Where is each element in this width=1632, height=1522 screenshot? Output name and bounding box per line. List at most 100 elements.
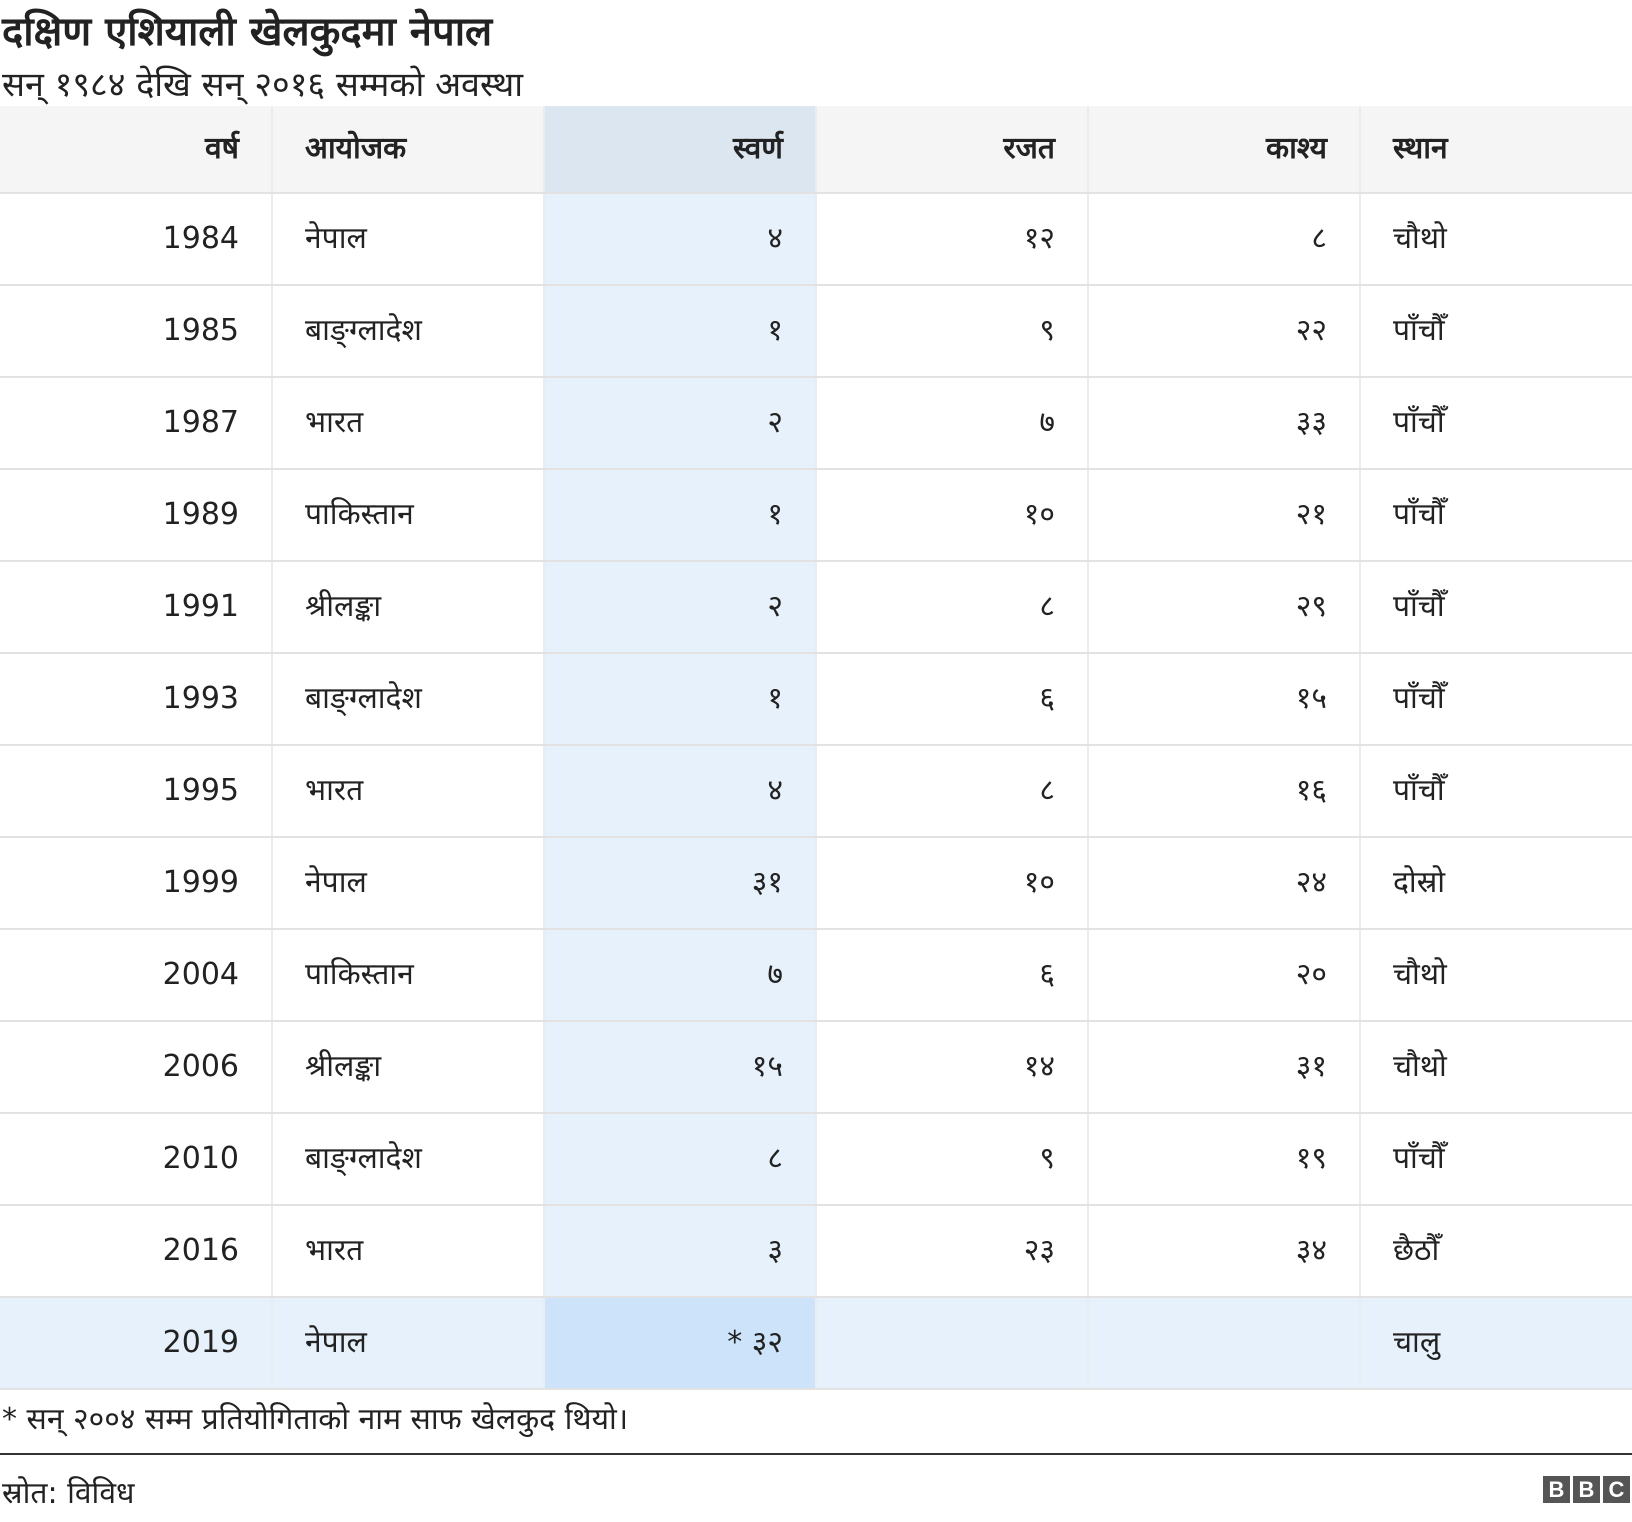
cell-bronze: २० <box>1088 929 1361 1022</box>
cell-gold: ८ <box>544 1113 817 1206</box>
footnote: * सन् २००४ सम्म प्रतियोगिताको नाम साफ खे… <box>2 1402 629 1437</box>
cell-silver: २३ <box>816 1205 1089 1298</box>
cell-silver: १४ <box>816 1021 1089 1114</box>
cell-year: 2019 <box>0 1297 273 1390</box>
cell-gold: १ <box>544 285 817 378</box>
cell-host: श्रीलङ्का <box>272 1021 545 1114</box>
table-row: 1987 भारत २ ७ ३३ पाँचौँ <box>0 377 1632 470</box>
cell-silver: ८ <box>816 561 1089 654</box>
cell-position: पाँचौँ <box>1360 745 1632 838</box>
table-row: 1991 श्रीलङ्का २ ८ २९ पाँचौँ <box>0 561 1632 654</box>
cell-host: नेपाल <box>272 193 545 286</box>
cell-bronze: १९ <box>1088 1113 1361 1206</box>
column-header-silver: रजत <box>816 106 1089 194</box>
cell-host: नेपाल <box>272 837 545 930</box>
column-header-bronze: काश्य <box>1088 106 1361 194</box>
cell-silver: १२ <box>816 193 1089 286</box>
table-row: 2004 पाकिस्तान ७ ६ २० चौथो <box>0 929 1632 1022</box>
cell-silver: ७ <box>816 377 1089 470</box>
cell-position: छैठौँ <box>1360 1205 1632 1298</box>
bbc-logo-letter: B <box>1543 1476 1570 1503</box>
column-header-position: स्थान <box>1360 106 1632 194</box>
cell-host: बाङ्ग्लादेश <box>272 1113 545 1206</box>
cell-bronze: ३४ <box>1088 1205 1361 1298</box>
table-body: 1984 नेपाल ४ १२ ८ चौथो 1985 बाङ्ग्लादेश १ ९ २२ पाँच… <box>0 193 1632 1390</box>
table-row: 1989 पाकिस्तान १ १० २१ पाँचौँ <box>0 469 1632 562</box>
cell-position: पाँचौँ <box>1360 561 1632 654</box>
cell-position: चौथो <box>1360 1021 1632 1114</box>
table-header: वर्ष आयोजक स्वर्ण रजत काश्य स्थान <box>0 106 1632 194</box>
cell-position: पाँचौँ <box>1360 1113 1632 1206</box>
table-row: 1995 भारत ४ ८ १६ पाँचौँ <box>0 745 1632 838</box>
column-header-gold: स्वर्ण <box>544 106 817 194</box>
cell-year: 1985 <box>0 285 273 378</box>
cell-year: 1987 <box>0 377 273 470</box>
table-row: 1985 बाङ्ग्लादेश १ ९ २२ पाँचौँ <box>0 285 1632 378</box>
cell-host: बाङ्ग्लादेश <box>272 285 545 378</box>
cell-gold: २ <box>544 561 817 654</box>
cell-host: बाङ्ग्लादेश <box>272 653 545 746</box>
cell-gold: ४ <box>544 745 817 838</box>
bbc-logo: B B C <box>1543 1476 1630 1503</box>
cell-position: चौथो <box>1360 929 1632 1022</box>
cell-gold: ७ <box>544 929 817 1022</box>
cell-silver: १० <box>816 837 1089 930</box>
cell-bronze <box>1088 1297 1361 1390</box>
cell-silver: ९ <box>816 1113 1089 1206</box>
table-row: 2016 भारत ३ २३ ३४ छैठौँ <box>0 1205 1632 1298</box>
cell-gold: १ <box>544 653 817 746</box>
cell-gold: १५ <box>544 1021 817 1114</box>
cell-host: भारत <box>272 377 545 470</box>
column-header-year: वर्ष <box>0 106 273 194</box>
table-row: 1993 बाङ्ग्लादेश १ ६ १५ पाँचौँ <box>0 653 1632 746</box>
cell-year: 1984 <box>0 193 273 286</box>
cell-position: पाँचौँ <box>1360 469 1632 562</box>
cell-gold: २ <box>544 377 817 470</box>
cell-gold: * ३२ <box>544 1297 817 1390</box>
cell-silver: १० <box>816 469 1089 562</box>
cell-silver: ९ <box>816 285 1089 378</box>
cell-bronze: २२ <box>1088 285 1361 378</box>
cell-year: 1989 <box>0 469 273 562</box>
cell-year: 1995 <box>0 745 273 838</box>
bbc-logo-letter: C <box>1603 1476 1630 1503</box>
cell-gold: ३ <box>544 1205 817 1298</box>
cell-silver <box>816 1297 1089 1390</box>
bbc-logo-letter: B <box>1573 1476 1600 1503</box>
cell-year: 2010 <box>0 1113 273 1206</box>
cell-silver: ६ <box>816 929 1089 1022</box>
medal-table-container: वर्ष आयोजक स्वर्ण रजत काश्य स्थान 1984 ने… <box>0 106 1632 1390</box>
cell-year: 2006 <box>0 1021 273 1114</box>
cell-bronze: २१ <box>1088 469 1361 562</box>
divider-line <box>0 1453 1632 1455</box>
cell-gold: ४ <box>544 193 817 286</box>
table-row: 1999 नेपाल ३१ १० २४ दोस्रो <box>0 837 1632 930</box>
table-row: 1984 नेपाल ४ १२ ८ चौथो <box>0 193 1632 286</box>
cell-bronze: ३१ <box>1088 1021 1361 1114</box>
cell-host: पाकिस्तान <box>272 929 545 1022</box>
cell-year: 1999 <box>0 837 273 930</box>
cell-host: श्रीलङ्का <box>272 561 545 654</box>
cell-position: चौथो <box>1360 193 1632 286</box>
cell-silver: ६ <box>816 653 1089 746</box>
table-row: 2010 बाङ्ग्लादेश ८ ९ १९ पाँचौँ <box>0 1113 1632 1206</box>
cell-position: पाँचौँ <box>1360 377 1632 470</box>
cell-position: पाँचौँ <box>1360 653 1632 746</box>
cell-position: चालु <box>1360 1297 1632 1390</box>
cell-host: पाकिस्तान <box>272 469 545 562</box>
cell-bronze: १६ <box>1088 745 1361 838</box>
source-note: स्रोत: विविध <box>2 1476 135 1511</box>
cell-host: नेपाल <box>272 1297 545 1390</box>
cell-bronze: २९ <box>1088 561 1361 654</box>
chart-title: दक्षिण एशियाली खेलकुदमा नेपाल <box>2 9 493 55</box>
cell-position: पाँचौँ <box>1360 285 1632 378</box>
cell-host: भारत <box>272 745 545 838</box>
cell-silver: ८ <box>816 745 1089 838</box>
header-row: वर्ष आयोजक स्वर्ण रजत काश्य स्थान <box>0 106 1632 194</box>
cell-gold: १ <box>544 469 817 562</box>
cell-bronze: २४ <box>1088 837 1361 930</box>
cell-year: 2004 <box>0 929 273 1022</box>
cell-bronze: १५ <box>1088 653 1361 746</box>
table-row: 2006 श्रीलङ्का १५ १४ ३१ चौथो <box>0 1021 1632 1114</box>
table-row: 2019 नेपाल * ३२ चालु <box>0 1297 1632 1390</box>
